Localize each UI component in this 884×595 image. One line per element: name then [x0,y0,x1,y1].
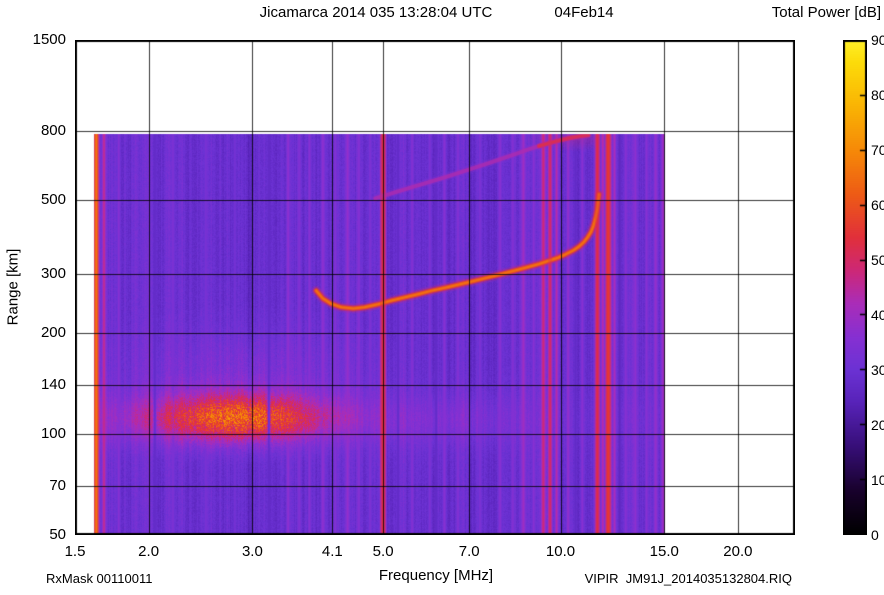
x-axis-title: Frequency [MHz] [378,567,494,584]
colorbar-tick-label: 70 [871,142,884,158]
colorbar-tick-label: 20 [871,417,884,433]
x-tick-label: 20.0 [723,543,753,560]
y-tick-label: 200 [40,324,66,342]
plot-date: 04Feb14 [554,4,614,21]
x-tick-label: 7.0 [458,543,480,560]
colorbar-tick-label: 10 [871,472,884,488]
colorbar-tick-label: 90 [871,32,884,48]
colorbar-gradient-canvas [843,40,867,535]
y-tick-label: 100 [40,425,66,443]
colorbar-title: Total Power [dB] [771,4,881,21]
colorbar-tick-label: 40 [871,307,884,323]
colorbar-tick-label: 0 [871,527,879,543]
y-tick-label: 500 [40,190,66,208]
plot-title: Jicamarca 2014 035 13:28:04 UTC [259,4,493,21]
y-tick-label: 1500 [32,31,66,48]
y-tick-label: 140 [40,376,66,394]
x-tick-label: 15.0 [649,543,679,560]
x-tick-label: 2.0 [138,543,160,560]
x-tick-label: 5.0 [372,543,394,560]
colorbar-tick-label: 80 [871,87,884,103]
y-tick-label: 70 [49,477,66,495]
colorbar-tick-label: 60 [871,197,884,213]
x-tick-label: 10.0 [545,543,576,560]
datafile-label: VIPIR JM91J_2014035132804.RIQ [584,571,792,586]
colorbar-tick-label: 30 [871,362,884,378]
rxmask-label: RxMask 00110011 [46,571,153,586]
colorbar-tick-label: 50 [871,252,884,268]
ionogram-plot-canvas [75,40,795,535]
x-tick-label: 3.0 [241,543,263,560]
x-tick-label: 4.1 [321,543,343,560]
x-tick-label: 1.5 [64,543,86,560]
y-tick-label: 50 [49,526,66,543]
y-axis-title: Range [km] [4,248,22,326]
y-tick-label: 800 [40,122,66,140]
